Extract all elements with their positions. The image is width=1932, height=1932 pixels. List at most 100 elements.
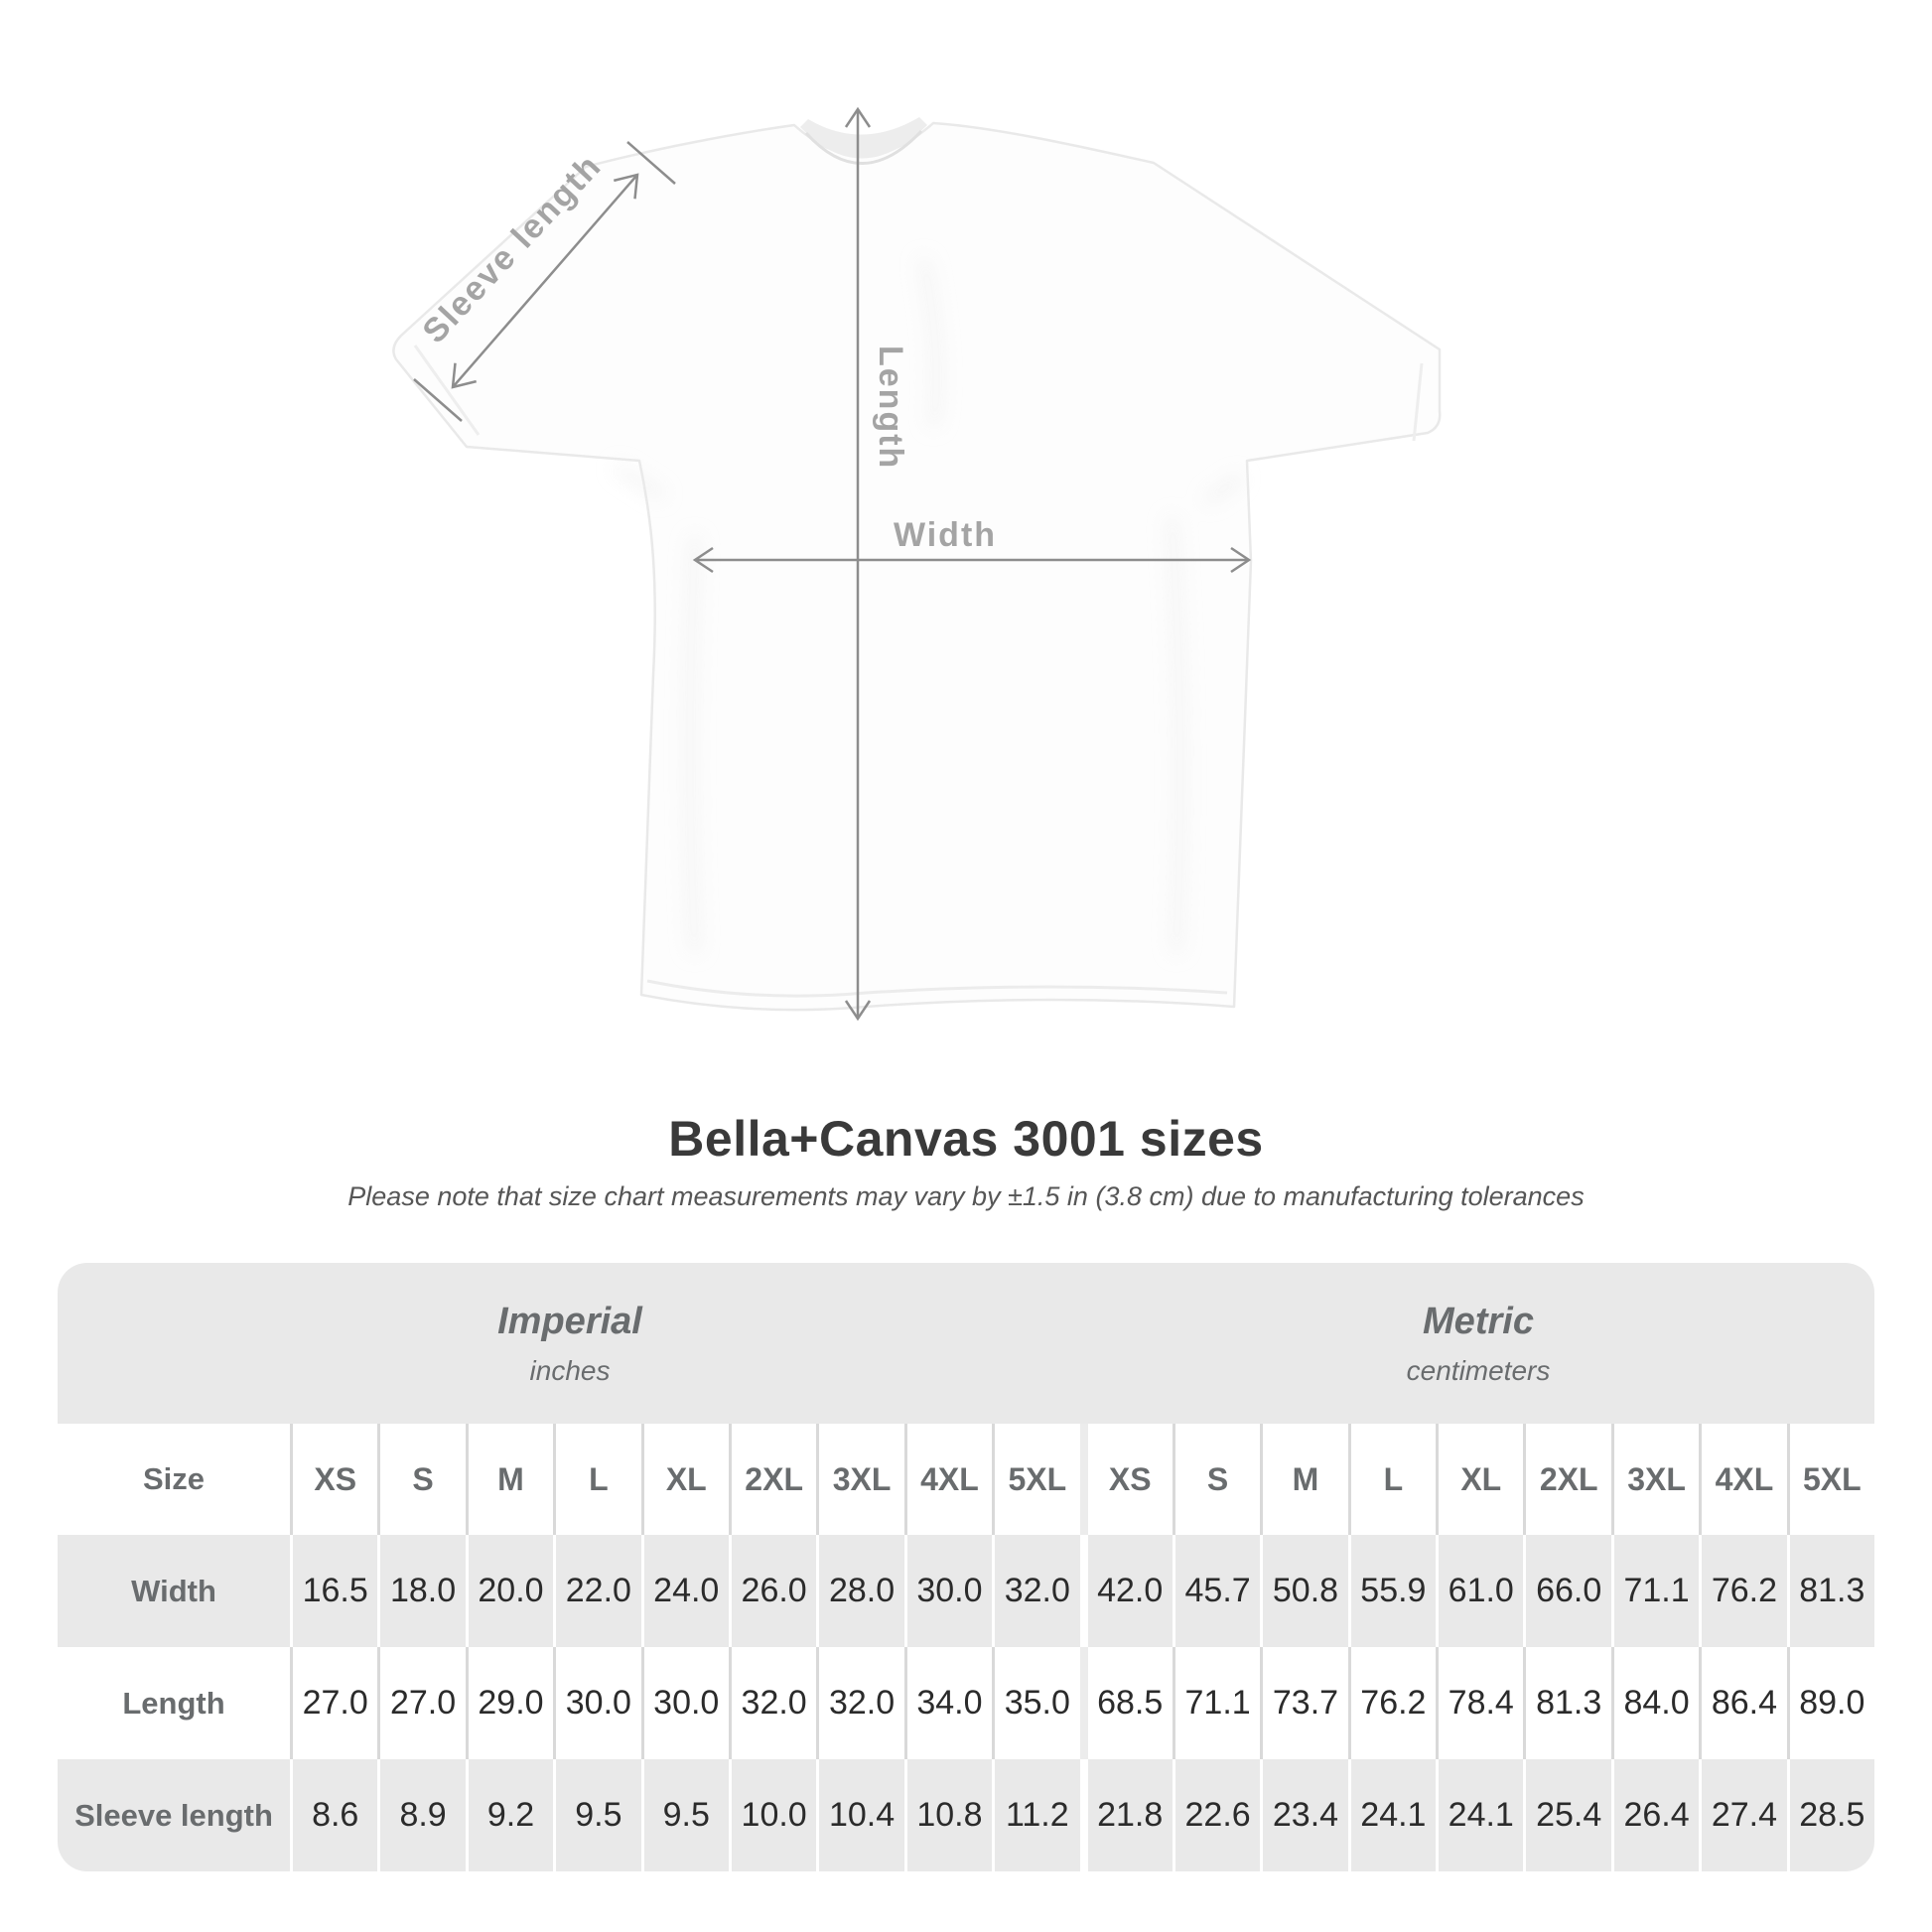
value-cell: 24.0: [640, 1535, 729, 1647]
size-col-header: 3XL: [1610, 1424, 1700, 1535]
row-label: Sleeve length: [58, 1759, 290, 1871]
value-cell: 24.1: [1436, 1759, 1524, 1871]
value-cell: 11.2: [992, 1759, 1080, 1871]
width-label: Width: [894, 516, 997, 554]
size-col-header: M: [465, 1424, 554, 1535]
value-cell: 27.4: [1699, 1759, 1787, 1871]
tshirt-image: [392, 117, 1442, 1012]
value-cell: 24.1: [1347, 1759, 1437, 1871]
value-cell: 35.0: [992, 1647, 1080, 1759]
value-cell: 32.0: [992, 1535, 1080, 1647]
size-col-header: L: [553, 1424, 641, 1535]
size-header-row: Size XS S M L XL 2XL 3XL 4XL 5XL XS S M L XL 2XL 3XL 4XL…: [58, 1424, 1875, 1535]
tshirt-diagram: Length Width Sleeve length: [392, 106, 1442, 1022]
value-cell: 81.3: [1523, 1647, 1611, 1759]
value-cell: 61.0: [1436, 1535, 1524, 1647]
imperial-section-header: Imperial inches: [58, 1263, 1082, 1424]
value-cell: 68.5: [1079, 1647, 1173, 1759]
value-cell: 71.1: [1610, 1535, 1700, 1647]
value-cell: 42.0: [1079, 1535, 1173, 1647]
value-cell: 76.2: [1347, 1647, 1437, 1759]
value-cell: 32.0: [728, 1647, 817, 1759]
size-col-header: XS: [290, 1424, 378, 1535]
size-col-header: 5XL: [1786, 1424, 1875, 1535]
value-cell: 21.8: [1079, 1759, 1173, 1871]
value-cell: 86.4: [1699, 1647, 1787, 1759]
imperial-unit-label: inches: [529, 1354, 611, 1386]
metric-unit-label: centimeters: [1406, 1354, 1551, 1386]
unit-header-row: Imperial inches Metric centimeters: [58, 1263, 1874, 1424]
value-cell: 30.0: [553, 1647, 641, 1759]
metric-section-header: Metric centimeters: [1082, 1263, 1874, 1424]
value-cell: 30.0: [903, 1535, 993, 1647]
size-col-header: M: [1260, 1424, 1348, 1535]
length-label: Length: [872, 345, 909, 470]
value-cell: 78.4: [1436, 1647, 1524, 1759]
value-cell: 30.0: [640, 1647, 729, 1759]
value-cell: 9.5: [640, 1759, 729, 1871]
value-cell: 9.2: [465, 1759, 554, 1871]
metric-label: Metric: [1423, 1300, 1534, 1342]
tshirt-measurement-graphic: Length Width Sleeve length: [392, 106, 1442, 1022]
length-arrow: [844, 106, 872, 1022]
value-cell: 34.0: [903, 1647, 993, 1759]
imperial-label: Imperial: [497, 1300, 642, 1342]
value-cell: 29.0: [465, 1647, 554, 1759]
value-cell: 81.3: [1786, 1535, 1875, 1647]
value-cell: 27.0: [377, 1647, 466, 1759]
value-cell: 18.0: [377, 1535, 466, 1647]
size-col-header: 3XL: [816, 1424, 904, 1535]
size-col-header: L: [1347, 1424, 1437, 1535]
size-col-header: XL: [1436, 1424, 1524, 1535]
size-col-header: 5XL: [992, 1424, 1080, 1535]
value-cell: 76.2: [1699, 1535, 1787, 1647]
size-col-header: 2XL: [1523, 1424, 1611, 1535]
value-cell: 10.8: [903, 1759, 993, 1871]
size-col-header: S: [1172, 1424, 1261, 1535]
value-cell: 28.0: [816, 1535, 904, 1647]
row-label: Length: [58, 1647, 290, 1759]
value-cell: 23.4: [1260, 1759, 1348, 1871]
table-row: Width 16.5 18.0 20.0 22.0 24.0 26.0 28.0 30.0 32.…: [58, 1535, 1875, 1647]
value-cell: 55.9: [1347, 1535, 1437, 1647]
page-subtitle: Please note that size chart measurements…: [347, 1181, 1585, 1211]
value-cell: 10.4: [816, 1759, 904, 1871]
value-cell: 89.0: [1786, 1647, 1875, 1759]
value-cell: 27.0: [290, 1647, 378, 1759]
value-cell: 16.5: [290, 1535, 378, 1647]
title-block: Bella+Canvas 3001 sizes Please note that…: [0, 1110, 1932, 1212]
page-title: Bella+Canvas 3001 sizes: [668, 1111, 1264, 1167]
value-cell: 8.9: [377, 1759, 466, 1871]
value-cell: 45.7: [1172, 1535, 1261, 1647]
value-cell: 28.5: [1786, 1759, 1875, 1871]
size-col-header: 4XL: [1699, 1424, 1787, 1535]
value-cell: 71.1: [1172, 1647, 1261, 1759]
size-col-header: S: [377, 1424, 466, 1535]
value-cell: 20.0: [465, 1535, 554, 1647]
value-cell: 32.0: [816, 1647, 904, 1759]
size-table: Imperial inches Metric centimeters Size …: [58, 1263, 1875, 1871]
sleeve-length-arrow: [413, 141, 676, 422]
size-col-header: 4XL: [903, 1424, 993, 1535]
table-row: Length 27.0 27.0 29.0 30.0 30.0 32.0 32.0 34.0 35…: [58, 1647, 1875, 1759]
size-col-header: XL: [640, 1424, 729, 1535]
value-cell: 50.8: [1260, 1535, 1348, 1647]
size-header-label: Size: [58, 1424, 290, 1535]
value-cell: 84.0: [1610, 1647, 1700, 1759]
value-cell: 9.5: [553, 1759, 641, 1871]
value-cell: 10.0: [728, 1759, 817, 1871]
table-row: Sleeve length 8.6 8.9 9.2 9.5 9.5 10.0 10.4 10.8…: [58, 1759, 1875, 1871]
value-cell: 25.4: [1523, 1759, 1611, 1871]
row-label: Width: [58, 1535, 290, 1647]
value-cell: 73.7: [1260, 1647, 1348, 1759]
value-cell: 26.4: [1610, 1759, 1700, 1871]
value-cell: 8.6: [290, 1759, 378, 1871]
value-cell: 22.6: [1172, 1759, 1261, 1871]
width-arrow: [692, 546, 1252, 574]
value-cell: 26.0: [728, 1535, 817, 1647]
size-col-header: 2XL: [728, 1424, 817, 1535]
value-cell: 66.0: [1523, 1535, 1611, 1647]
size-col-header: XS: [1079, 1424, 1173, 1535]
value-cell: 22.0: [553, 1535, 641, 1647]
